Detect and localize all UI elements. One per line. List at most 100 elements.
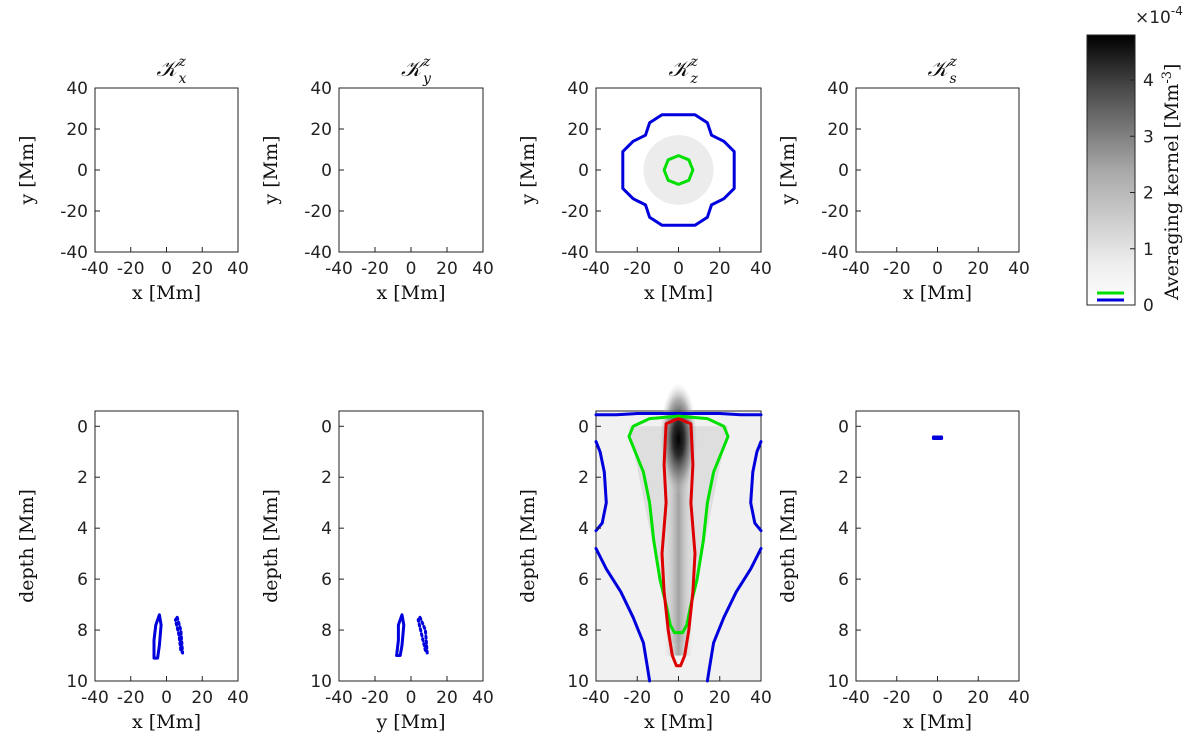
colorbar-ticks: 0 1 2 3 4 [1130, 71, 1154, 316]
contour-line [416, 615, 429, 655]
y-tick-label: -40 [821, 243, 849, 263]
colorbar-tick-label: 4 [1143, 71, 1154, 91]
y-tick-label: 20 [310, 120, 332, 140]
y-tick-label: 2 [77, 468, 88, 488]
panel-title-superscript: z [690, 54, 699, 70]
x-axis-label: x [Mm] [644, 282, 713, 304]
x-tick-label: -40 [842, 688, 870, 708]
contour-line [152, 613, 163, 660]
x-tick-label: 40 [227, 688, 249, 708]
contour-line [931, 435, 944, 440]
x-tick-label: 0 [932, 259, 943, 279]
y-tick-label: 0 [77, 161, 88, 181]
y-tick-label: -40 [561, 243, 589, 263]
panel-8: -40 -20 0 20 40 0 2 4 6 8 10 x [Mm] depth [Mm] [777, 410, 1030, 733]
contour-line [662, 154, 695, 186]
x-tick-label: -20 [623, 688, 651, 708]
y-axis-label: depth [Mm] [517, 489, 539, 603]
y-tick-label: 0 [321, 417, 332, 437]
axes-box [855, 410, 1020, 682]
axes-box [94, 87, 239, 253]
y-axis-label: depth [Mm] [16, 489, 38, 603]
x-tick-label: -40 [582, 259, 610, 279]
x-tick-label: 0 [406, 688, 417, 708]
y-axis-label: y [Mm] [517, 135, 539, 205]
colorbar-tick-label: 3 [1143, 127, 1154, 147]
x-axis-label: x [Mm] [903, 282, 972, 304]
y-tick-label: 20 [827, 120, 849, 140]
y-tick-label: 0 [578, 417, 589, 437]
y-tick-label: 6 [578, 570, 589, 590]
panel-title-subscript: s [950, 71, 957, 87]
colorbar-tick-label: 0 [1143, 296, 1154, 316]
contour-line [627, 414, 730, 635]
y-tick-label: 8 [77, 621, 88, 641]
panel-title-subscript: y [422, 71, 432, 87]
y-tick-label: 8 [321, 621, 332, 641]
contour-line [594, 440, 608, 533]
colorbar-ramp [1086, 34, 1136, 306]
x-tick-label: 20 [967, 259, 989, 279]
kernel-core [659, 382, 698, 496]
x-tick-label: 40 [1008, 259, 1030, 279]
x-tick-label: -20 [883, 688, 911, 708]
contour-line [395, 613, 406, 657]
panel-7: -40 -20 0 20 40 0 2 4 6 8 10 x [Mm] depth [Mm] [517, 382, 772, 733]
colorbar-exponent: ×10-4 [1135, 4, 1183, 28]
y-axis-label: y [Mm] [16, 135, 38, 205]
y-axis-label: depth [Mm] [777, 489, 799, 603]
axes-box [338, 410, 484, 682]
x-tick-label: -40 [81, 688, 109, 708]
y-tick-label: 40 [827, 79, 849, 99]
y-tick-label: -20 [60, 202, 88, 222]
contour-line [173, 615, 185, 655]
axes-box [855, 87, 1020, 253]
contour-line [749, 440, 763, 533]
contour-line [621, 113, 736, 227]
x-tick-label: 20 [436, 259, 458, 279]
x-tick-label: -20 [117, 259, 145, 279]
x-tick-label: 0 [673, 259, 684, 279]
y-tick-label: 2 [321, 468, 332, 488]
panel-title-superscript: z [178, 54, 187, 70]
y-tick-label: -20 [561, 202, 589, 222]
x-tick-label: -20 [883, 259, 911, 279]
y-tick-label: -20 [304, 202, 332, 222]
x-tick-label: 20 [967, 688, 989, 708]
y-tick-label: 2 [578, 468, 589, 488]
axes-box [94, 410, 239, 682]
x-axis-label: x [Mm] [644, 711, 713, 733]
y-tick-label: 4 [578, 519, 589, 539]
x-tick-label: 20 [436, 688, 458, 708]
y-tick-label: 0 [838, 161, 849, 181]
panel-title-superscript: z [422, 54, 431, 70]
y-tick-label: 10 [567, 672, 589, 692]
colorbar-tick-label: 1 [1143, 240, 1154, 260]
panel-title-superscript: z [949, 54, 958, 70]
x-tick-label: -40 [325, 688, 353, 708]
x-tick-label: 40 [472, 688, 494, 708]
x-tick-label: 40 [227, 259, 249, 279]
y-tick-label: 0 [321, 161, 332, 181]
y-tick-label: -20 [821, 202, 849, 222]
axes-box [338, 87, 484, 253]
x-axis-label: x [Mm] [132, 282, 201, 304]
y-tick-label: 6 [77, 570, 88, 590]
y-axis-label: y [Mm] [777, 135, 799, 205]
y-tick-label: 20 [567, 120, 589, 140]
y-tick-label: 8 [578, 621, 589, 641]
contour-line [705, 547, 763, 683]
colorbar-tick-label: 2 [1143, 184, 1154, 204]
y-tick-label: 20 [66, 120, 88, 140]
y-tick-label: -40 [60, 243, 88, 263]
y-tick-label: -40 [304, 243, 332, 263]
panel-title-subscript: x [179, 71, 187, 87]
y-tick-label: 40 [66, 79, 88, 99]
x-tick-label: -20 [361, 259, 389, 279]
x-axis-label: y [Mm] [375, 711, 445, 733]
y-tick-label: 6 [321, 570, 332, 590]
